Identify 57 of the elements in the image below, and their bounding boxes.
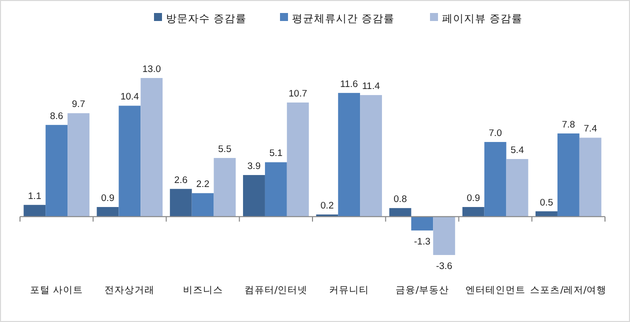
data-label: 10.4: [120, 92, 139, 103]
bar: [286, 102, 309, 217]
data-label: -1.3: [414, 236, 430, 248]
data-label: 10.7: [288, 88, 308, 100]
data-label: 13.0: [142, 64, 161, 75]
data-label: 11.6: [340, 78, 358, 90]
data-label: 9.7: [72, 99, 86, 110]
data-label: 3.9: [247, 161, 261, 172]
data-label: 5.4: [510, 145, 524, 156]
bar: [170, 188, 192, 217]
bar: [506, 159, 528, 217]
bar: [433, 216, 456, 255]
legend-label: 페이지뷰 증감률: [442, 13, 522, 25]
x-tick-label: 컴퓨터/인터넷: [244, 285, 308, 296]
data-label: 7.0: [488, 128, 502, 139]
data-label: 2.2: [196, 179, 210, 190]
bar: [118, 106, 141, 217]
x-tick-label: 비즈니스: [182, 285, 223, 296]
data-label: 0.8: [394, 194, 407, 206]
data-label: 1.1: [28, 190, 42, 202]
data-label: 5.5: [218, 144, 232, 155]
data-label: -3.6: [436, 261, 452, 272]
bar: [338, 92, 360, 217]
bar: [243, 175, 265, 217]
bar: [389, 208, 412, 217]
x-tick-label: 금융/부동산: [396, 285, 449, 296]
data-label: 0.5: [540, 197, 554, 208]
x-tick-label: 엔터테인먼트: [465, 285, 526, 296]
legend-label: 방문자수 증감률: [166, 13, 246, 25]
data-label: 2.6: [174, 174, 188, 186]
bar: [484, 142, 506, 217]
data-label: 7.8: [562, 119, 576, 130]
x-tick-label: 포털 사이트: [30, 285, 84, 296]
bar: [46, 124, 68, 217]
data-label: 8.6: [50, 110, 64, 122]
bar: [462, 207, 484, 217]
bar: [264, 162, 287, 217]
legend-label: 평균체류시간 증감률: [292, 13, 394, 25]
bar: [579, 138, 602, 217]
bar: [192, 193, 214, 217]
x-tick-label: 전자상거래: [104, 285, 155, 296]
bar: [24, 204, 46, 217]
bar: [557, 133, 580, 217]
data-label: 7.4: [584, 124, 597, 135]
bar: [411, 216, 434, 230]
data-label: 0.9: [466, 193, 480, 204]
data-label: 0.2: [320, 200, 334, 212]
bar: [214, 158, 236, 217]
bar: [360, 95, 382, 217]
bar: [96, 207, 119, 217]
x-tick-label: 스포츠/레저/여행: [530, 285, 607, 296]
data-label: 5.1: [269, 148, 283, 160]
x-tick-label: 커뮤니티: [329, 285, 370, 296]
data-label: 11.4: [362, 81, 380, 92]
data-label: 0.9: [101, 193, 114, 204]
bar: [68, 113, 90, 217]
bar: [140, 78, 163, 217]
